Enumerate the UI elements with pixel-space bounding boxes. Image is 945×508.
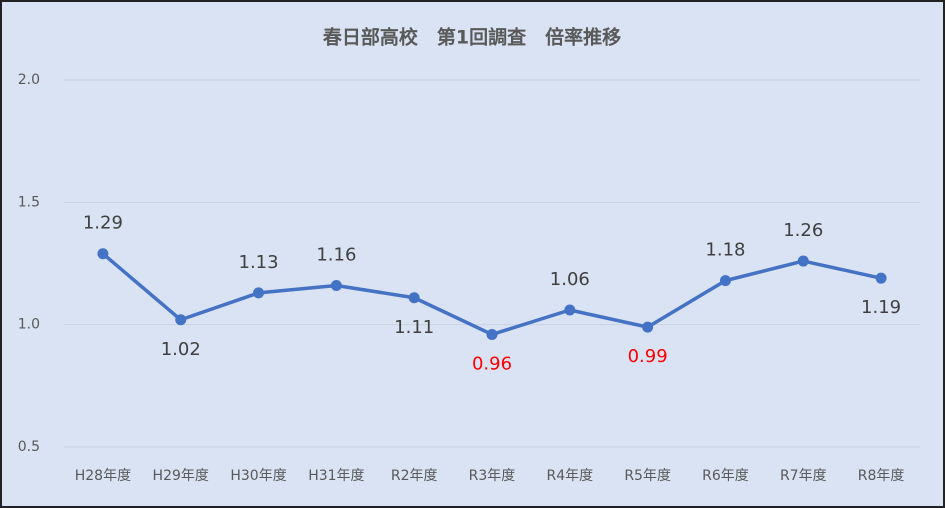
marker [564, 304, 576, 316]
data-label: 1.19 [861, 297, 901, 318]
marker [330, 280, 342, 292]
marker [486, 328, 498, 340]
chart-title: 春日部高校 第1回調査 倍率推移 [323, 26, 621, 49]
marker [642, 321, 654, 333]
data-label: 1.11 [394, 317, 434, 338]
y-tick-label: 0.5 [18, 439, 40, 455]
y-tick-label: 1.5 [18, 194, 40, 210]
marker [408, 292, 420, 304]
data-label: 1.26 [783, 220, 823, 241]
marker [253, 287, 265, 299]
marker [97, 248, 109, 260]
data-label: 0.96 [472, 353, 512, 374]
x-tick-label: R4年度 [546, 468, 593, 484]
y-tick-label: 2.0 [18, 72, 40, 88]
x-tick-label: H31年度 [308, 468, 364, 484]
x-tick-label: R3年度 [469, 468, 516, 484]
marker [797, 255, 809, 267]
y-tick-label: 1.0 [18, 317, 40, 333]
data-label: 1.18 [705, 240, 745, 261]
x-tick-label: H30年度 [230, 468, 286, 484]
x-tick-label: R6年度 [702, 468, 749, 484]
x-tick-label: H29年度 [153, 468, 209, 484]
data-label: 1.02 [161, 339, 201, 360]
x-tick-label: R5年度 [624, 468, 671, 484]
x-tick-label: R2年度 [391, 468, 438, 484]
x-tick-label: R7年度 [780, 468, 827, 484]
data-label: 1.13 [239, 252, 279, 273]
marker [175, 314, 187, 326]
data-label: 1.06 [550, 269, 590, 290]
marker [719, 275, 731, 287]
marker [875, 272, 887, 284]
data-label: 1.29 [83, 213, 123, 234]
x-tick-label: R8年度 [858, 468, 905, 484]
data-label: 1.16 [316, 245, 356, 266]
data-label: 0.99 [628, 346, 668, 367]
x-tick-label: H28年度 [75, 468, 131, 484]
